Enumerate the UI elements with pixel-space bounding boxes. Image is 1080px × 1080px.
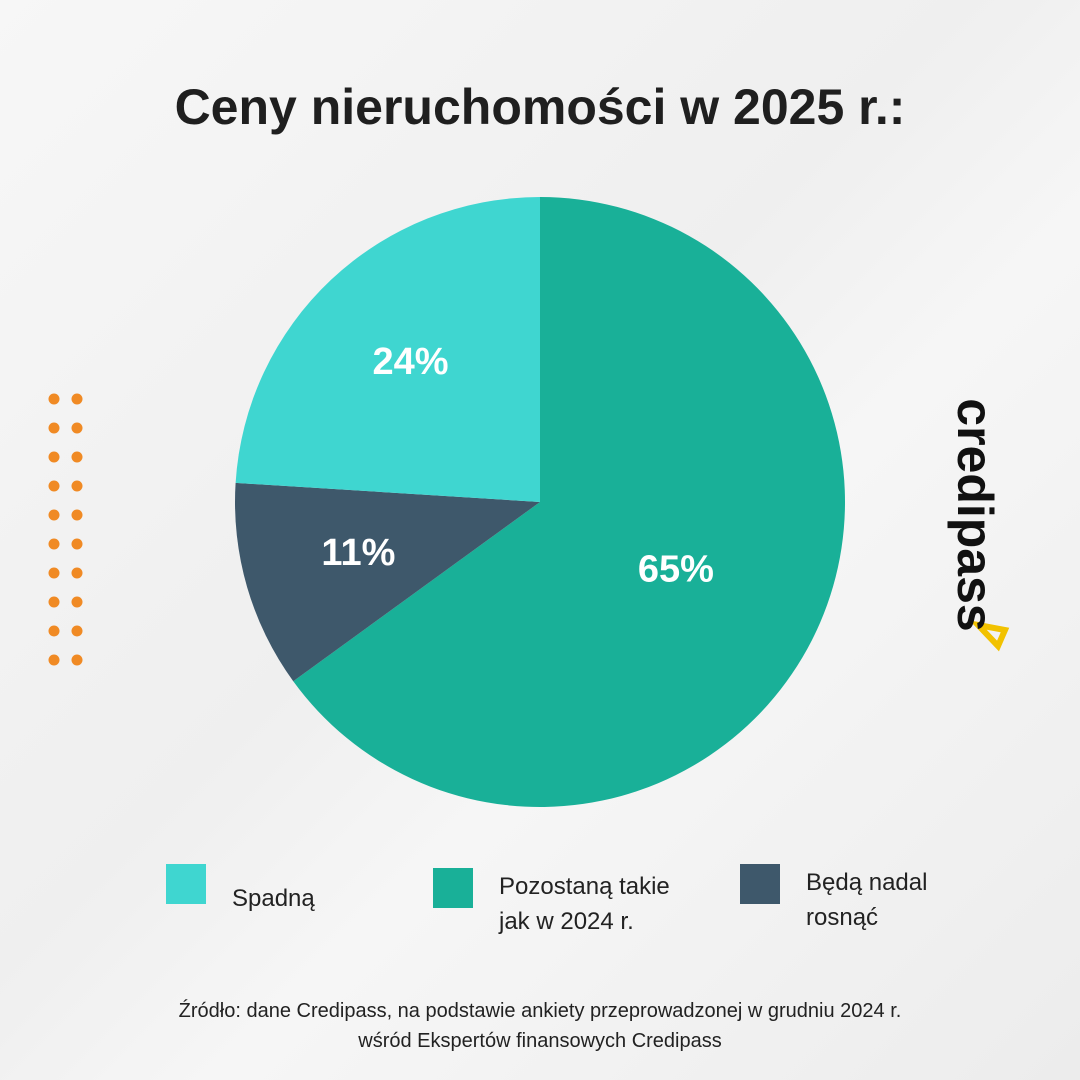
pie-slice — [235, 197, 540, 502]
logo: credipass — [947, 398, 1003, 632]
dot — [71, 422, 83, 434]
slice-label: 24% — [373, 341, 449, 383]
dot — [48, 596, 60, 608]
dot — [71, 393, 83, 405]
dot — [48, 538, 60, 550]
dot — [48, 625, 60, 637]
dot — [48, 480, 60, 492]
pie-slice — [235, 482, 540, 682]
dot — [71, 509, 83, 521]
source-line: wśród Ekspertów finansowych Credipass — [358, 1030, 722, 1052]
dot — [71, 451, 83, 463]
logo-icon — [969, 620, 1010, 652]
legend-item: Pozostaną takie jak w 2024 r. — [433, 868, 699, 939]
source-line: Źródło: dane Credipass, na podstawie ank… — [178, 1000, 902, 1022]
chart-title: Ceny nieruchomości w 2025 r.: — [174, 79, 906, 135]
dot — [48, 509, 60, 521]
slice-label: 65% — [638, 548, 714, 590]
dot — [48, 393, 60, 405]
legend-swatch — [740, 864, 780, 904]
source: Źródło: dane Credipass, na podstawie ank… — [0, 996, 1080, 1056]
dot — [48, 422, 60, 434]
dot — [71, 538, 83, 550]
dot — [48, 654, 60, 666]
dot — [48, 567, 60, 579]
legend-swatch — [166, 864, 206, 904]
legend-item: Będą nadal rosnąć — [740, 864, 946, 935]
legend-swatch — [433, 868, 473, 908]
dot — [71, 567, 83, 579]
pie-slice — [293, 197, 846, 808]
legend-label: Będą nadal rosnąć — [806, 869, 928, 931]
legend-item: Spadną — [166, 864, 382, 916]
dot — [71, 480, 83, 492]
dot — [71, 654, 83, 666]
legend-label: Pozostaną takie jak w 2024 r. — [499, 873, 670, 935]
dot — [48, 451, 60, 463]
dot — [71, 596, 83, 608]
dot — [71, 625, 83, 637]
legend-label: Spadną — [232, 885, 315, 912]
slice-label: 11% — [321, 532, 395, 574]
decoration — [48, 393, 83, 666]
